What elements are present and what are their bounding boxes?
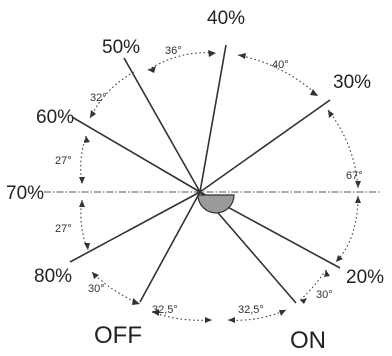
angle-label-36: 36° xyxy=(165,45,182,57)
arrowhead xyxy=(300,298,307,304)
arrowhead xyxy=(336,255,343,262)
label-40: 40% xyxy=(207,8,245,29)
arc-40 xyxy=(237,54,319,97)
arc-36 xyxy=(147,52,217,71)
label-80: 80% xyxy=(34,266,72,287)
arrowhead xyxy=(148,66,156,73)
angle-label-40: 40° xyxy=(272,59,289,71)
label-50: 50% xyxy=(102,37,140,58)
arrowhead xyxy=(84,243,90,250)
arrowhead xyxy=(152,309,159,316)
arrowhead xyxy=(79,200,85,207)
angle-labels: 36° 40° 32° 67° 27° 27° 30° 30° 32,5° 32… xyxy=(55,45,363,316)
angle-label-27-upper: 27° xyxy=(55,155,72,167)
ray-50 xyxy=(123,57,201,193)
arrowhead xyxy=(238,53,246,59)
label-on: ON xyxy=(290,327,326,354)
label-60: 60% xyxy=(36,107,74,128)
angle-label-30-left: 30° xyxy=(88,283,105,295)
label-30: 30% xyxy=(333,72,371,93)
angle-label-32: 32° xyxy=(90,92,107,104)
arrowhead xyxy=(132,298,140,305)
position-rays xyxy=(69,44,341,304)
arc-67-upper xyxy=(327,109,359,189)
angle-label-67: 67° xyxy=(346,170,363,182)
angle-label-32-5-right: 32,5° xyxy=(238,304,264,316)
arrowhead xyxy=(355,196,361,203)
label-20: 20% xyxy=(346,267,384,288)
pivot-half-disc xyxy=(197,194,235,214)
ray-30 xyxy=(199,99,331,193)
position-labels: 40% 50% 30% 60% 70% 80% 20% OFF ON xyxy=(6,8,384,354)
arrowhead xyxy=(84,136,90,143)
ray-80 xyxy=(69,191,201,263)
angle-label-30-right: 30° xyxy=(316,289,333,301)
label-70: 70% xyxy=(6,183,44,204)
arrowhead xyxy=(355,181,361,188)
angle-label-32-5-left: 32,5° xyxy=(152,304,178,316)
arrowhead xyxy=(328,110,334,118)
arrowhead xyxy=(324,270,330,277)
arc-arrowheads xyxy=(79,50,361,323)
arrowhead xyxy=(228,317,235,323)
arrowhead xyxy=(208,50,216,57)
arrowhead xyxy=(90,110,96,118)
angle-label-27-lower: 27° xyxy=(55,223,72,235)
arrowhead xyxy=(279,310,286,316)
arc-30-right xyxy=(299,269,327,301)
arc-67-lower xyxy=(335,195,359,263)
ray-60 xyxy=(71,116,201,193)
arc-27-upper xyxy=(80,135,87,185)
arrowhead xyxy=(310,89,318,96)
arc-27-lower xyxy=(80,199,89,251)
arrowhead xyxy=(79,177,85,184)
ray-40 xyxy=(199,44,227,193)
ray-off xyxy=(139,191,201,303)
angle-arcs xyxy=(80,52,359,321)
arrowhead xyxy=(205,317,212,323)
arrowhead xyxy=(92,272,99,279)
label-off: OFF xyxy=(94,322,142,349)
